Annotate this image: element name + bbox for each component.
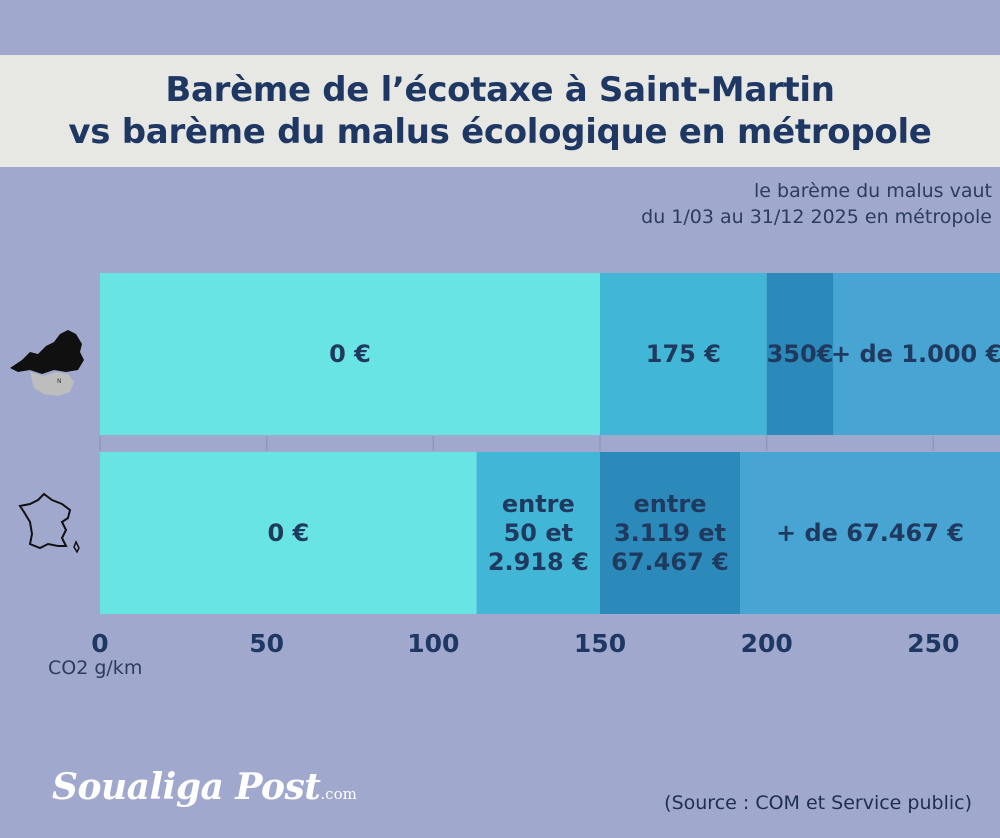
bar-segment-r2-s2 — [476, 452, 600, 614]
tick-label-50: 50 — [249, 629, 284, 658]
bar-label-r1-s1: 0 € — [329, 340, 371, 368]
validity-note: le barème du malus vaut du 1/03 au 31/12… — [641, 178, 992, 230]
tick-label-100: 100 — [407, 629, 459, 658]
bar-segment-r1-s1 — [100, 273, 600, 435]
title-band: Barème de l’écotaxe à Saint-Martin vs ba… — [0, 55, 1000, 167]
bar-segment-r1-s2 — [600, 273, 767, 435]
bar-label-r1-s4: + de 1.000 € — [831, 340, 1000, 368]
bar-segment-r2-s4 — [740, 452, 1000, 614]
bar-segment-r1-s3 — [766, 273, 834, 435]
bar-label-r2-s3: entre 3.119 et 67.467 € — [611, 490, 729, 576]
source-note: (Source : COM et Service public) — [664, 792, 972, 814]
logo-text: Soualiga Post — [52, 766, 321, 808]
bar-segment-r2-s1 — [100, 452, 477, 614]
logo-suffix: .com — [320, 785, 357, 803]
bar-segment-r1-s4 — [833, 273, 1000, 435]
x-axis: 0 50 100 150 200 250 CO2 g/km — [48, 436, 959, 679]
bars-layer: 0 € 175 € 350€+ de 1.000 € 0 € entre 50 et 2.9… — [100, 273, 1000, 614]
bar-label-r2-s2: entre 50 et 2.918 € — [488, 490, 589, 576]
validity-note-line2: du 1/03 au 31/12 2025 en métropole — [641, 206, 992, 228]
tick-label-0: 0 — [91, 629, 108, 658]
tick-label-200: 200 — [741, 629, 793, 658]
chart-title-line2: vs barème du malus écologique en métropo… — [68, 112, 932, 152]
bar-segment-r2-s3 — [600, 452, 740, 614]
bar-label-r2-s1: 0 € — [267, 519, 309, 547]
bar-label-r2-s4: + de 67.467 € — [776, 519, 964, 547]
soualiga-post-logo: Soualiga Post.com — [52, 766, 357, 808]
france-map-icon — [18, 492, 80, 554]
bar-label-r1-s2: 175 € — [646, 340, 721, 368]
bar-label-r1-s3: 350€ — [767, 340, 834, 368]
tick-label-250: 250 — [907, 629, 959, 658]
chart-title-line1: Barème de l’écotaxe à Saint-Martin — [165, 70, 835, 110]
row-icons: N — [10, 330, 84, 554]
x-axis-label: CO2 g/km — [48, 657, 142, 679]
saint-martin-map-icon: N — [10, 330, 84, 396]
validity-note-line1: le barème du malus vaut — [754, 180, 992, 202]
svg-text:N: N — [57, 378, 62, 385]
tick-label-150: 150 — [574, 629, 626, 658]
